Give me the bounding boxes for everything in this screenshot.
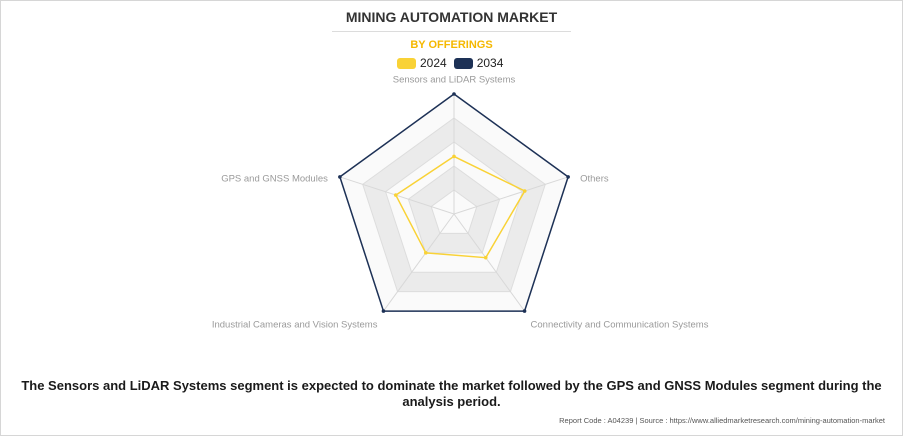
series-line-2034 — [339, 93, 569, 312]
radar-series — [338, 92, 570, 313]
legend-swatch-2024 — [397, 57, 416, 69]
axis-label-4: Industrial Cameras and Vision Systems — [212, 320, 378, 331]
title-divider — [332, 31, 571, 32]
series-line-2024 — [395, 155, 526, 259]
axis-label-2: Others — [580, 173, 609, 184]
axis-label-3: Connectivity and Communication Systems — [531, 320, 709, 331]
grid-spoke-4 — [383, 213, 455, 312]
data-point-2034-2 — [566, 175, 570, 179]
data-point-2034-3 — [522, 309, 527, 313]
data-point-2024-3 — [483, 255, 488, 260]
chart-subtitle: BY OFFERINGS — [410, 39, 493, 51]
chart-caption: The Sensors and LiDAR Systems segment is… — [21, 378, 882, 409]
axis-label-1: Sensors and LiDAR Systems — [393, 75, 516, 86]
data-point-2024-2 — [522, 189, 527, 193]
grid-spoke-2 — [453, 176, 569, 215]
legend: 2024 2034 — [397, 56, 510, 70]
source-footer: Report Code : A04239 | Source : https://… — [559, 416, 885, 425]
data-point-2034-5 — [338, 175, 342, 179]
data-point-2034-1 — [452, 92, 456, 96]
legend-label-2024: 2024 — [420, 56, 447, 70]
chart-title: MINING AUTOMATION MARKET — [345, 9, 558, 25]
radar-grid — [339, 93, 569, 312]
axis-label-5: GPS and GNSS Modules — [221, 173, 328, 184]
legend-label-2034: 2034 — [476, 56, 504, 70]
legend-swatch-2034 — [453, 57, 473, 69]
data-point-2024-1 — [452, 154, 456, 159]
data-point-2034-4 — [381, 309, 386, 313]
legend-item-2024[interactable]: 2024 — [397, 56, 447, 70]
grid-spoke-3 — [453, 213, 525, 312]
legend-item-2034[interactable]: 2034 — [453, 56, 504, 70]
data-point-2024-4 — [423, 251, 428, 255]
data-point-2024-5 — [393, 193, 398, 197]
radar-axis-labels: Sensors and LiDAR Systems Others Connectiv… — [212, 75, 709, 331]
